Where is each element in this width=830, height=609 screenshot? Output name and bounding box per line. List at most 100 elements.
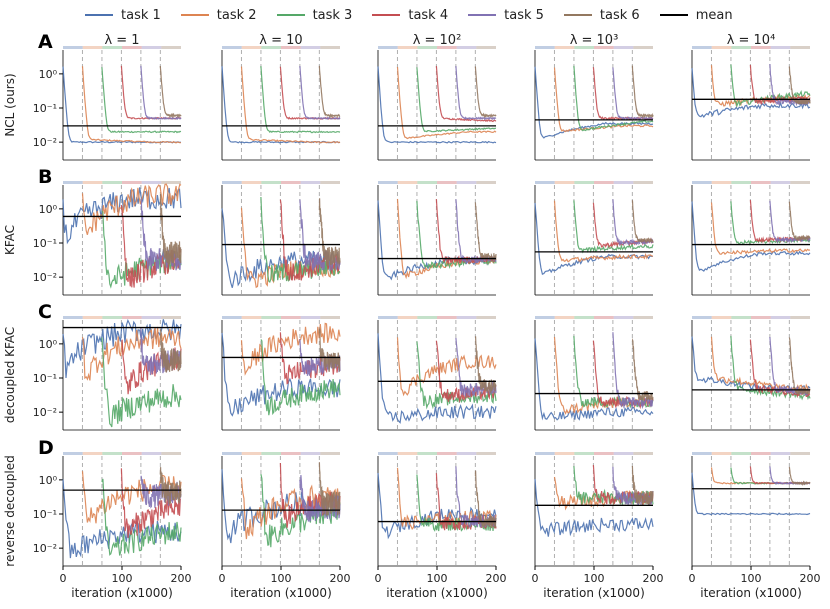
- series-line-task-6: [474, 336, 497, 394]
- series-line-task-6: [159, 193, 182, 266]
- y-axis-label: NCL (ours): [3, 73, 17, 136]
- legend-swatch: [468, 14, 497, 16]
- task-segment-bar: [102, 452, 122, 455]
- task-segment-bar: [397, 452, 418, 455]
- y-tick-label: 10⁻²: [33, 406, 57, 419]
- task-segment-bar: [711, 46, 732, 49]
- task-segment-bar: [594, 452, 614, 455]
- y-axis-label: KFAC: [3, 225, 17, 255]
- series-line-task-2: [81, 183, 182, 235]
- task-segment-bar: [241, 316, 262, 319]
- column-header: λ = 10³: [570, 33, 619, 48]
- task-segment-bar: [281, 46, 301, 49]
- y-tick-label: 10⁰: [39, 68, 58, 81]
- legend-item: mean: [659, 8, 733, 23]
- series-line-task-6: [788, 201, 811, 242]
- legend-item: task 5: [468, 8, 544, 23]
- column-header: λ = 1: [104, 33, 139, 48]
- task-segment-bar: [770, 46, 791, 49]
- legend-swatch: [659, 14, 688, 16]
- task-segment-bar: [692, 452, 712, 455]
- task-segment-bar: [711, 452, 732, 455]
- task-segment-bar: [161, 46, 181, 49]
- task-segment-bar: [437, 181, 457, 184]
- series-line-task-4: [749, 466, 811, 485]
- series-line-task-2: [553, 200, 654, 263]
- series-line-task-6: [318, 328, 341, 372]
- task-segment-bar: [161, 452, 181, 455]
- task-segment-bar: [82, 452, 103, 455]
- task-segment-bar: [770, 452, 791, 455]
- series-line-task-3: [101, 337, 182, 428]
- legend-swatch: [276, 14, 305, 16]
- column-header: λ = 10²: [413, 33, 462, 48]
- legend-item: task 6: [563, 8, 640, 23]
- task-segment-bar: [378, 452, 398, 455]
- task-segment-bar: [122, 46, 142, 49]
- task-segment-bar: [692, 181, 712, 184]
- y-tick-label: 10⁰: [39, 203, 58, 216]
- y-tick-label: 10⁻¹: [33, 237, 57, 250]
- task-segment-bar: [222, 316, 242, 319]
- x-tick-label: 200: [800, 572, 821, 585]
- task-segment-bar: [633, 452, 653, 455]
- series-line-task-6: [318, 198, 341, 266]
- series-line-task-1: [534, 479, 654, 537]
- task-segment-bar: [102, 46, 122, 49]
- task-segment-bar: [692, 46, 712, 49]
- series-line-task-2: [710, 202, 811, 255]
- series-line-task-6: [631, 200, 654, 244]
- x-tick-label: 200: [330, 572, 351, 585]
- series-line-task-5: [140, 65, 182, 121]
- task-segment-bar: [731, 316, 751, 319]
- task-segment-bar: [261, 46, 281, 49]
- task-segment-bar: [417, 452, 437, 455]
- column-header: λ = 10: [259, 33, 302, 48]
- task-segment-bar: [222, 46, 242, 49]
- series-line-task-1: [691, 472, 811, 516]
- task-segment-bar: [770, 181, 791, 184]
- x-tick-label: 100: [741, 572, 762, 585]
- legend-label: task 4: [408, 7, 449, 23]
- series-line-task-6: [159, 65, 182, 119]
- task-segment-bar: [63, 181, 83, 184]
- task-segment-bar: [731, 181, 751, 184]
- subplot: [534, 181, 654, 296]
- task-segment-bar: [141, 181, 162, 184]
- y-axis-label: reverse decoupled: [3, 455, 17, 566]
- x-tick-label: 0: [689, 572, 696, 585]
- task-segment-bar: [594, 46, 614, 49]
- x-tick-label: 100: [427, 572, 448, 585]
- series-line-task-6: [474, 202, 497, 263]
- task-segment-bar: [574, 181, 594, 184]
- task-segment-bar: [790, 316, 810, 319]
- y-tick-label: 10⁰: [39, 474, 58, 487]
- series-line-task-4: [120, 468, 182, 539]
- task-segment-bar: [378, 316, 398, 319]
- series-line-task-4: [279, 66, 341, 120]
- task-segment-bar: [731, 46, 751, 49]
- series-line-task-6: [159, 329, 182, 373]
- x-tick-label: 200: [486, 572, 507, 585]
- legend-swatch: [180, 14, 209, 16]
- legend-swatch: [563, 14, 592, 16]
- subplot: 10⁰ 10⁻¹ 10⁻²: [33, 46, 182, 161]
- legend-label: task 3: [312, 7, 353, 23]
- series-line-task-1: [691, 68, 811, 119]
- task-segment-bar: [122, 316, 142, 319]
- series-line-task-2: [81, 66, 181, 144]
- series-line-task-5: [612, 67, 654, 121]
- legend-swatch: [85, 14, 113, 16]
- task-segment-bar: [222, 452, 242, 455]
- task-segment-bar: [535, 46, 555, 49]
- task-segment-bar: [281, 316, 301, 319]
- subplot: [691, 316, 811, 431]
- task-segment-bar: [320, 452, 340, 455]
- series-line-task-3: [101, 67, 182, 134]
- series-line-task-4: [435, 199, 497, 265]
- task-segment-bar: [437, 316, 457, 319]
- task-segment-bar: [300, 181, 321, 184]
- task-segment-bar: [751, 46, 771, 49]
- x-tick-label: 200: [171, 572, 192, 585]
